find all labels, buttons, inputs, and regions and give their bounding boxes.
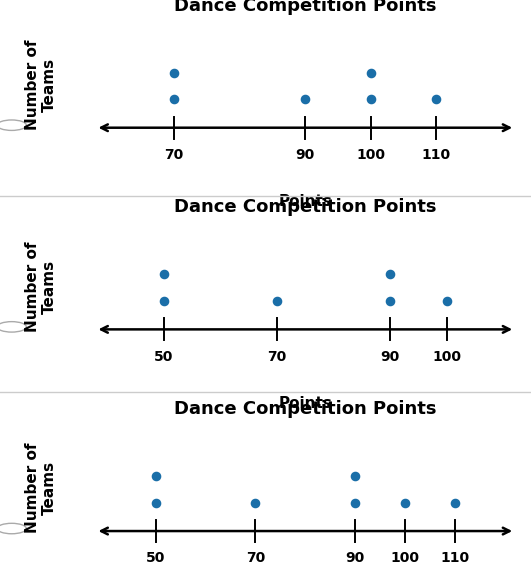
- Point: [273, 296, 281, 306]
- Text: 110: 110: [441, 552, 470, 566]
- Point: [451, 498, 459, 507]
- Text: 90: 90: [346, 552, 365, 566]
- Point: [351, 498, 359, 507]
- Point: [386, 270, 395, 279]
- Title: Dance Competition Points: Dance Competition Points: [174, 198, 436, 216]
- Text: 50: 50: [154, 350, 173, 364]
- Text: 90: 90: [381, 350, 400, 364]
- Text: Number of
Teams: Number of Teams: [25, 39, 57, 130]
- Text: 70: 70: [246, 552, 265, 566]
- Text: Number of
Teams: Number of Teams: [25, 443, 57, 533]
- Title: Dance Competition Points: Dance Competition Points: [174, 0, 436, 15]
- Point: [366, 95, 375, 104]
- Text: Points: Points: [278, 396, 332, 410]
- Text: 70: 70: [267, 350, 287, 364]
- Text: 110: 110: [422, 148, 451, 162]
- Point: [170, 68, 178, 78]
- Point: [443, 296, 451, 306]
- Text: 50: 50: [146, 552, 165, 566]
- Text: 100: 100: [391, 552, 419, 566]
- Point: [159, 296, 168, 306]
- Title: Dance Competition Points: Dance Competition Points: [174, 400, 436, 418]
- Text: Points: Points: [278, 194, 332, 209]
- Point: [151, 498, 160, 507]
- Point: [401, 498, 409, 507]
- Point: [170, 95, 178, 104]
- Point: [301, 95, 310, 104]
- Text: Number of
Teams: Number of Teams: [25, 241, 57, 332]
- Text: 100: 100: [433, 350, 461, 364]
- Point: [151, 472, 160, 481]
- Text: 100: 100: [356, 148, 386, 162]
- Point: [251, 498, 260, 507]
- Point: [159, 270, 168, 279]
- Point: [386, 296, 395, 306]
- Text: 90: 90: [296, 148, 315, 162]
- Point: [351, 472, 359, 481]
- Point: [366, 68, 375, 78]
- Point: [432, 95, 441, 104]
- Text: 70: 70: [165, 148, 184, 162]
